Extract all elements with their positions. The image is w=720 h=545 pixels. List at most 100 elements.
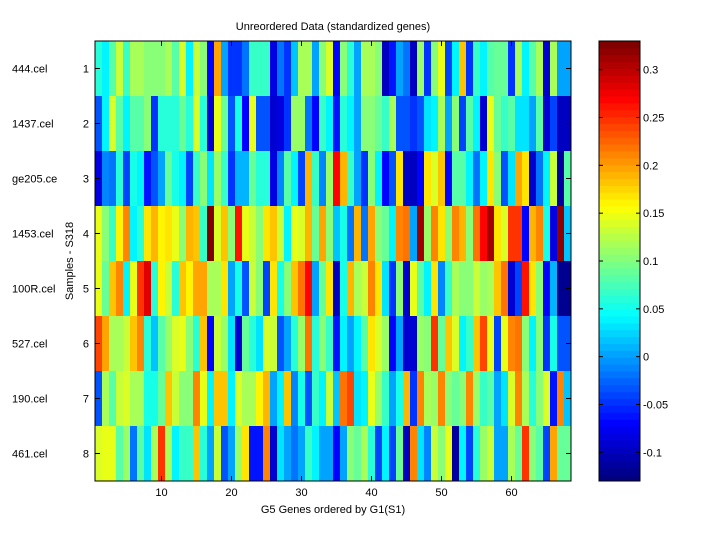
heatmap-cell [487,206,495,262]
heatmap-cell [256,96,264,152]
heatmap-cell [347,316,355,372]
heatmap-cell [445,261,453,317]
heatmap-cell [165,426,173,482]
heatmap-cell [235,426,243,482]
heatmap-cell [354,261,362,317]
heatmap-cell [305,316,313,372]
heatmap-cell [228,316,236,372]
colorbar-step [599,350,640,358]
heatmap-cell [284,261,292,317]
y-tick-label: 6 [83,339,89,351]
heatmap-cell [263,371,271,427]
heatmap-cell [284,426,292,482]
heatmap-cell [277,426,285,482]
heatmap-cell [550,426,558,482]
heatmap-cell [165,206,173,262]
heatmap-cell [277,316,285,372]
heatmap-cell [207,261,215,317]
heatmap-cell [396,316,404,372]
colorbar-step [599,460,640,468]
heatmap-cell [403,316,411,372]
heatmap-cell [109,316,117,372]
heatmap-cell [522,261,530,317]
heatmap-cell [347,96,355,152]
heatmap-cell [151,426,159,482]
heatmap-cell [291,426,299,482]
heatmap-cell [487,371,495,427]
heatmap-cell [445,96,453,152]
heatmap-cell [417,206,425,262]
colorbar-step [599,439,640,448]
heatmap-cell [256,41,264,97]
heatmap-cell [557,316,565,372]
heatmap-cell [487,316,495,372]
colorbar-step [599,446,640,454]
colorbar: -0.1 -0.05 0 0.05 0.1 0.15 0.2 0.25 0.3 [598,40,668,482]
heatmap-cell [347,261,355,317]
heatmap-cell [501,151,509,207]
heatmap-cell [431,41,439,97]
heatmap-cell [312,371,320,427]
y-tick-label: 3 [83,174,89,186]
heatmap-cell [340,96,348,152]
heatmap-cell [200,371,208,427]
heatmap-cell [130,41,138,97]
heatmap-cell [179,151,187,207]
heatmap-cell [151,96,159,152]
heatmap-cell [144,371,152,427]
heatmap-cell [172,41,180,97]
heatmap-cell [256,151,264,207]
heatmap-cell [144,261,152,317]
heatmap-cell [396,426,404,482]
heatmap-cell [144,206,152,262]
heatmap-cell [396,151,404,207]
heatmap-cell [459,261,467,317]
heatmap-cell [424,41,432,97]
heatmap-cell [123,96,131,152]
heatmap-cell [473,261,481,317]
y-tick-label: 8 [83,449,89,461]
heatmap-cell [396,206,404,262]
heatmap-cell [270,96,278,152]
heatmap-cell [312,151,320,207]
heatmap-cell [221,426,229,482]
heatmap-cell [375,261,383,317]
heatmap-cell [151,371,159,427]
colorbar-step [599,89,640,97]
heatmap-cell [116,206,124,262]
heatmap-cell [354,371,362,427]
heatmap-cell [263,206,271,262]
heatmap-cell [466,41,474,97]
heatmap-cell [200,316,208,372]
heatmap-cell [431,151,439,207]
heatmap-cell [543,151,551,207]
axes: 10 20 30 40 50 60 1 2 3 4 5 6 7 8 [83,40,572,499]
heatmap-cell [151,261,159,317]
colorbar-step [599,47,640,56]
colorbar-step [599,247,640,255]
heatmap-cell [214,261,222,317]
heatmap-cell [123,206,131,262]
heatmap-cell [326,206,334,262]
heatmap-cell [529,41,537,97]
heatmap-cell [347,206,355,262]
heatmap-cell [298,261,306,317]
colorbar-step [599,391,640,399]
heatmap-cell [417,316,425,372]
heatmap-cell [410,426,418,482]
heatmap-cell [109,426,117,482]
heatmap-cell [508,371,516,427]
heatmap-cell [137,371,145,427]
heatmap-cell [522,151,530,207]
heatmap-cell [438,206,446,262]
heatmap-cell [487,41,495,97]
heatmap-cell [347,371,355,427]
heatmap-cell [501,96,509,152]
heatmap-cell [263,41,271,97]
colorbar-step [599,61,640,69]
heatmap-cell [284,371,292,427]
heatmap-cell [403,371,411,427]
heatmap-cell [515,371,523,427]
heatmap-cell [256,261,264,317]
